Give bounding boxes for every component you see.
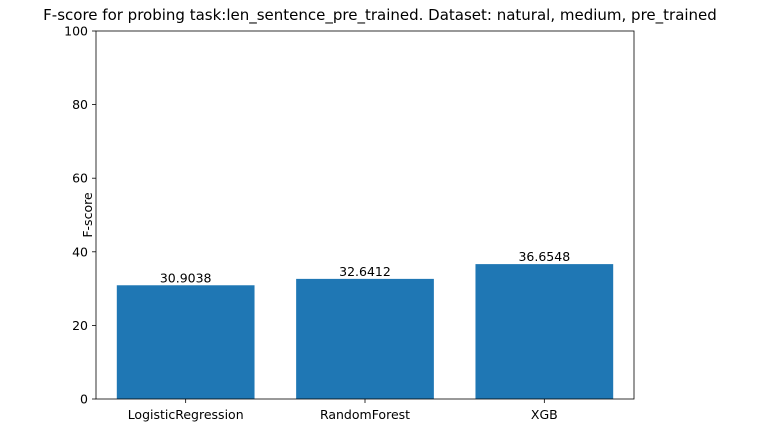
x-tick-label-XGB: XGB [531,407,558,422]
y-axis-label: F-score [80,192,95,238]
x-tick-label-RandomForest: RandomForest [320,407,410,422]
data-label-XGB: 36.6548 [518,249,570,264]
bar-XGB [475,264,614,399]
axes-frame [95,30,635,400]
y-tick-label-60: 60 [72,171,88,186]
data-label-RandomForest: 32.6412 [339,264,391,279]
data-label-LogisticRegression: 30.9038 [160,270,212,285]
chart-title: F-score for probing task:len_sentence_pr… [43,6,717,25]
x-tick-label-LogisticRegression: LogisticRegression [128,407,244,422]
bar-LogisticRegression [116,285,255,399]
y-tick-label-80: 80 [72,97,88,112]
y-tick-label-0: 0 [80,392,88,407]
y-tick-label-100: 100 [64,24,88,39]
plot-area: 30.9038 LogisticRegression 32.6412 RandomFo… [64,24,635,422]
y-tick-label-40: 40 [72,244,88,259]
y-tick-label-20: 20 [72,318,88,333]
bar-RandomForest [296,278,434,399]
